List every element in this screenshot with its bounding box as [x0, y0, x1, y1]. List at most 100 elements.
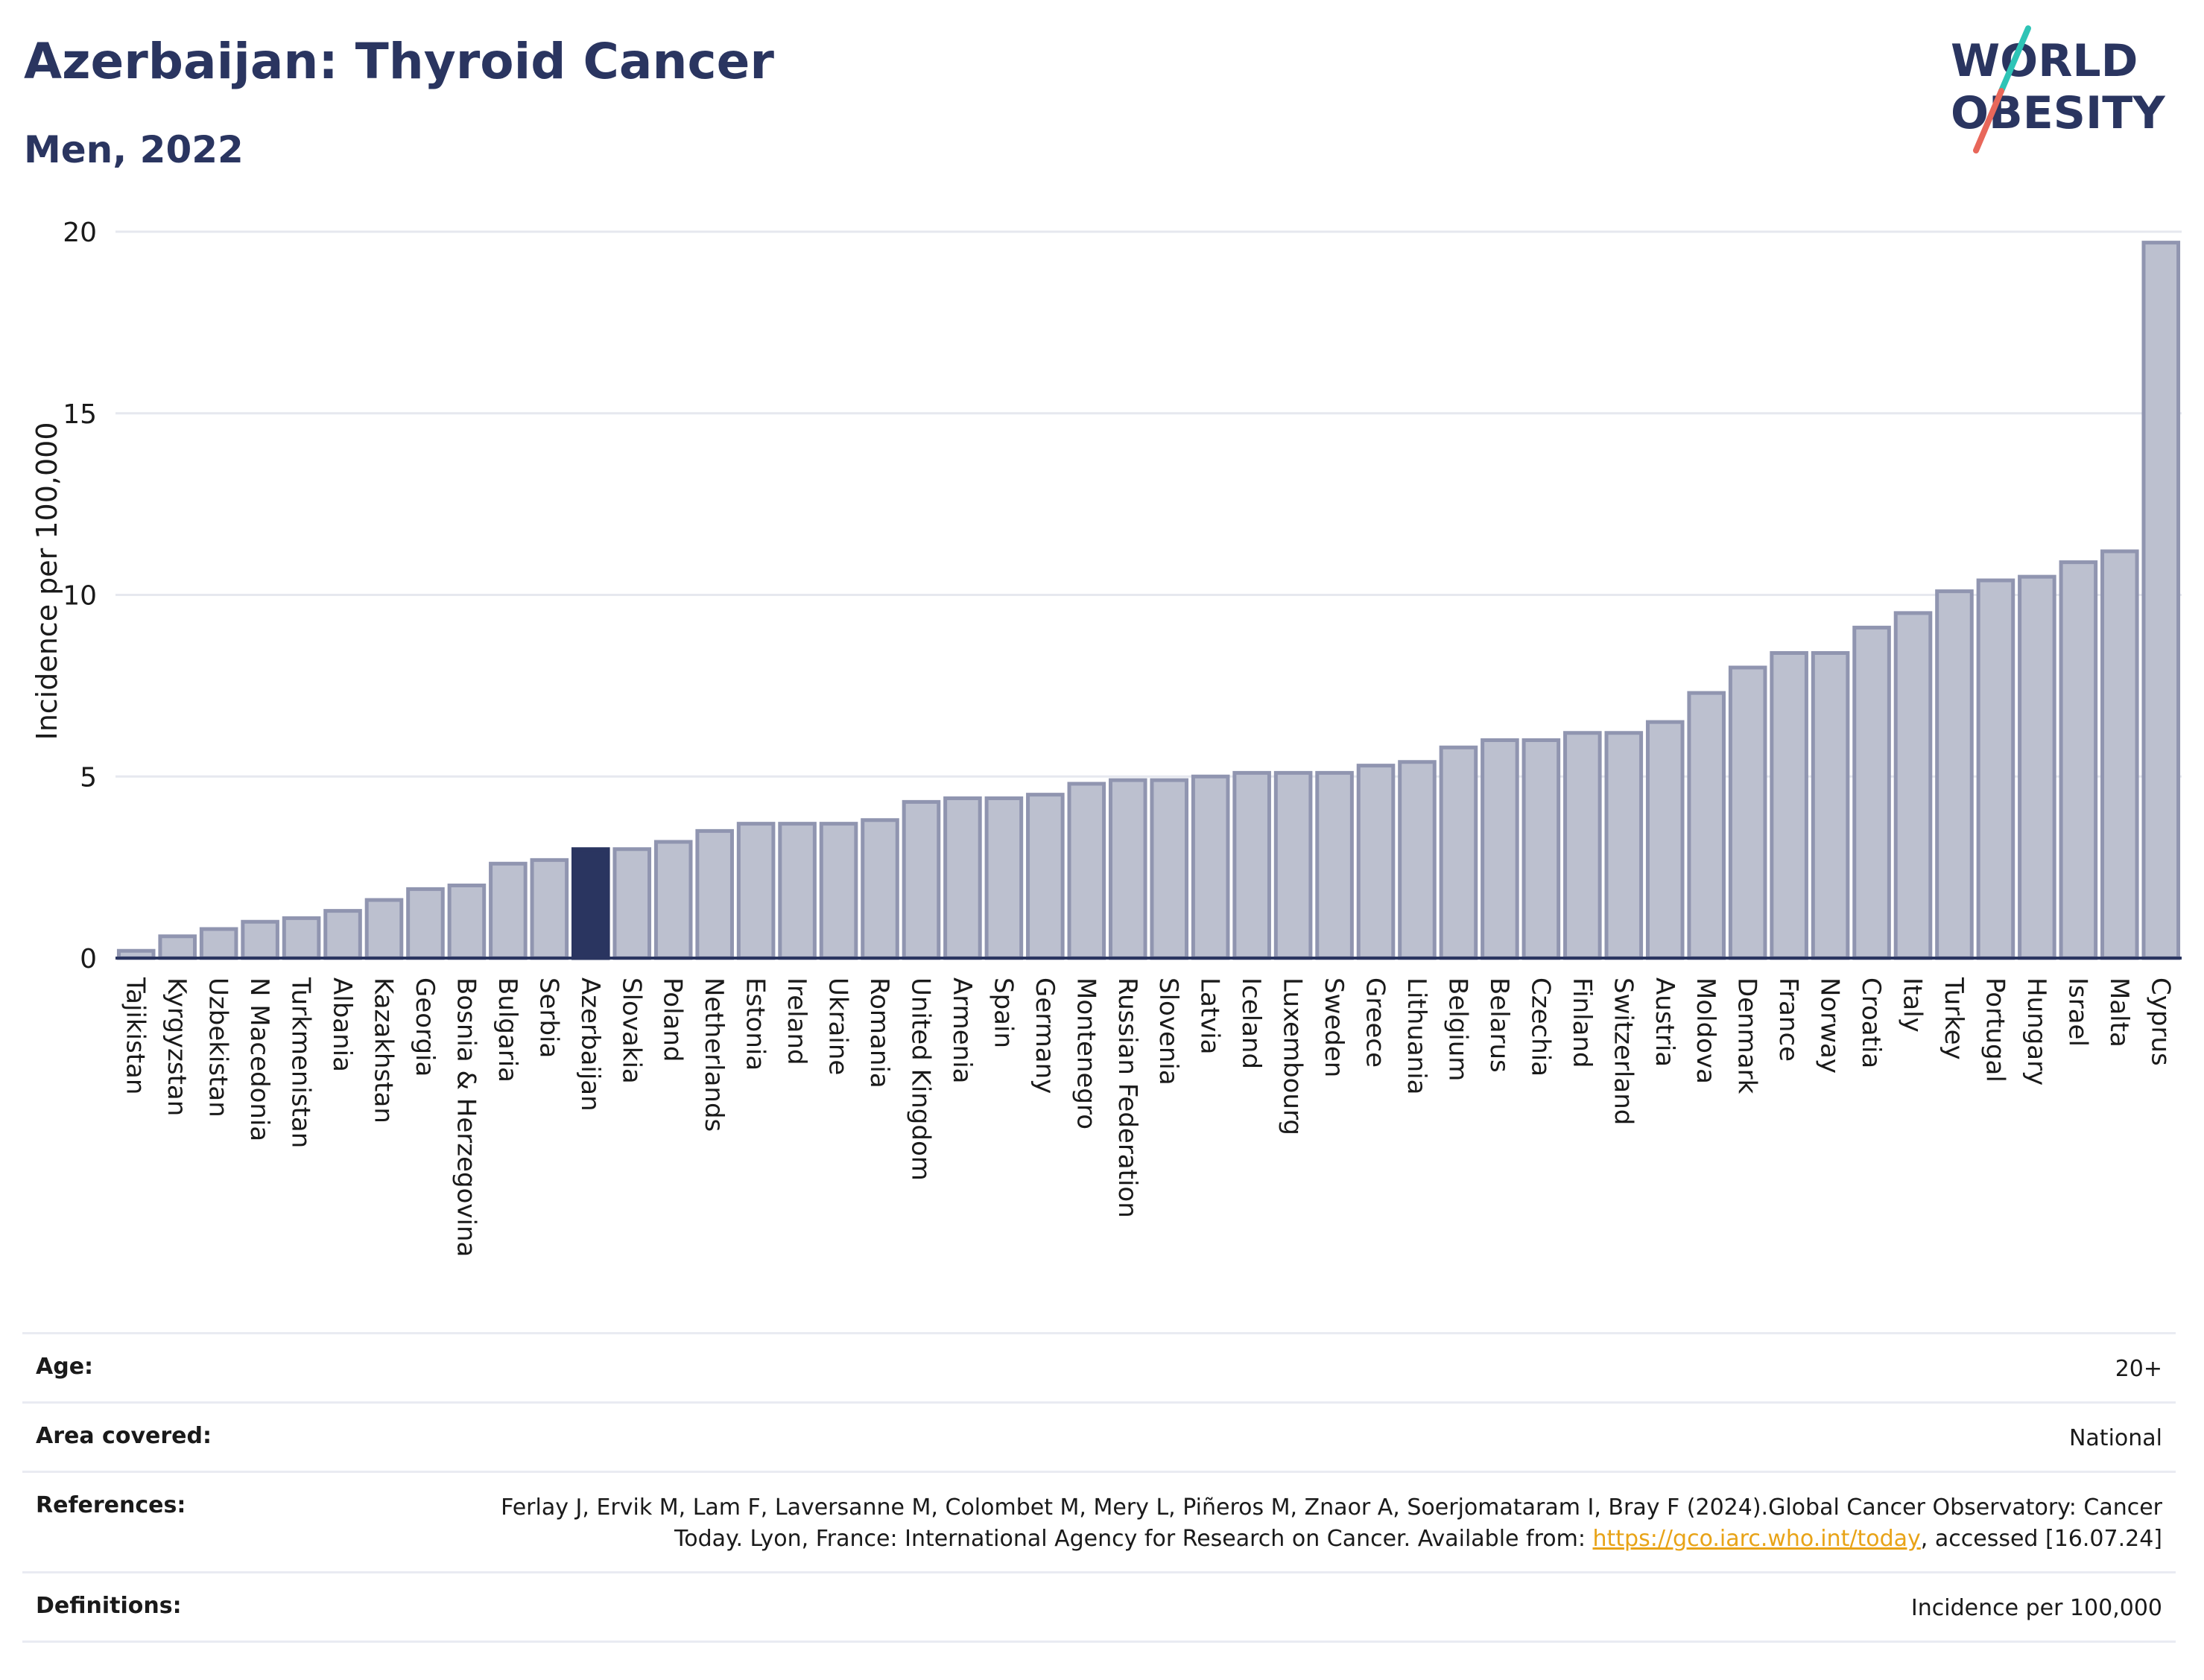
references-label: References: [36, 1492, 186, 1518]
bar-poland[interactable] [653, 840, 693, 960]
bar-greece[interactable] [1356, 764, 1396, 960]
bar-ukraine[interactable] [819, 822, 858, 960]
bar-croatia[interactable] [1852, 625, 1891, 960]
bar-czechia[interactable] [1521, 738, 1561, 960]
bar-lithuania[interactable] [1398, 760, 1437, 960]
x-tick-label: Spain [988, 977, 1018, 1048]
bar-latvia[interactable] [1191, 774, 1230, 960]
references-suffix: , accessed [16.07.24] [1920, 1526, 2162, 1552]
x-tick-label: Kyrgyzstan [162, 977, 191, 1116]
x-tick-label: Romania [864, 977, 894, 1088]
bar-portugal[interactable] [1976, 578, 2015, 960]
references-text: Ferlay J, Ervik M, Lam F, Laversanne M, … [501, 1494, 2162, 1552]
bar-israel[interactable] [2059, 560, 2098, 960]
bar-moldova[interactable] [1687, 691, 1726, 960]
bar-kazakhstan[interactable] [364, 898, 404, 960]
bar-germany[interactable] [1026, 793, 1065, 960]
x-tick-label: Ireland [782, 977, 811, 1065]
x-tick-label: Finland [1567, 977, 1597, 1068]
y-tick-label: 10 [63, 581, 97, 612]
area-label: Area covered: [36, 1423, 212, 1449]
x-tick-label: Bosnia & Herzegovina [451, 977, 481, 1257]
bar-switzerland[interactable] [1604, 731, 1644, 960]
bar-albania[interactable] [323, 909, 362, 960]
bar-kyrgyzstan[interactable] [158, 934, 197, 960]
bar-n-macedonia[interactable] [241, 919, 279, 960]
x-tick-labels: Tajikistan Kyrgyzstan Uzbekistan N Macedoni… [121, 977, 2176, 1257]
bar-turkmenistan[interactable] [282, 916, 321, 960]
y-tick-label: 0 [80, 944, 97, 974]
bar-turkey[interactable] [1935, 589, 1974, 960]
bar-denmark[interactable] [1728, 665, 1767, 960]
x-tick-label: Montenegro [1071, 977, 1101, 1129]
x-tick-label: Austria [1650, 977, 1679, 1067]
bar-slovenia[interactable] [1150, 778, 1189, 960]
x-tick-label: Estonia [741, 977, 770, 1071]
bar-cyprus[interactable] [2141, 241, 2181, 960]
bar-azerbaijan[interactable] [571, 847, 610, 960]
x-tick-label: Italy [1898, 977, 1928, 1033]
bar-malta[interactable] [2100, 549, 2139, 960]
x-tick-label: Portugal [1980, 977, 2010, 1083]
x-tick-label: Georgia [410, 977, 440, 1077]
x-tick-label: Israel [2062, 977, 2092, 1047]
bar-georgia[interactable] [406, 887, 445, 960]
bar-bulgaria[interactable] [489, 861, 528, 960]
x-tick-label: Moldova [1691, 977, 1720, 1084]
x-tick-label: Azerbaijan [575, 977, 605, 1112]
world-obesity-logo: WORLD OBESITY [1951, 25, 2166, 153]
bar-armenia[interactable] [943, 796, 982, 960]
x-tick-label: Netherlands [699, 977, 729, 1132]
x-tick-label: France [1773, 977, 1803, 1062]
bar-united-kingdom[interactable] [902, 799, 941, 960]
bar-hungary[interactable] [2018, 574, 2056, 960]
x-tick-label: Albania [327, 977, 357, 1072]
x-tick-label: N Macedonia [244, 977, 274, 1141]
x-tick-label: Slovakia [616, 977, 646, 1084]
y-tick-label: 15 [63, 399, 97, 430]
bar-bosnia-herzegovina[interactable] [447, 884, 487, 960]
bar-belarus[interactable] [1481, 738, 1519, 960]
bar-sweden[interactable] [1315, 770, 1354, 960]
definitions-value: Incidence per 100,000 [1910, 1595, 2162, 1621]
info-row-age: Age: 20+ [22, 1332, 2176, 1401]
x-tick-label: Kazakhstan [368, 977, 398, 1123]
x-tick-label: Hungary [2021, 977, 2051, 1085]
bar-italy[interactable] [1893, 611, 1933, 960]
bar-slovakia[interactable] [612, 847, 652, 960]
x-tick-label: Greece [1361, 977, 1390, 1068]
bar-luxembourg[interactable] [1273, 770, 1313, 960]
info-row-references: References: Ferlay J, Ervik M, Lam F, La… [22, 1471, 2176, 1571]
references-value: Ferlay J, Ervik M, Lam F, Laversanne M, … [449, 1492, 2162, 1555]
bar-russian-federation[interactable] [1108, 778, 1147, 960]
bar-montenegro[interactable] [1067, 782, 1106, 960]
bar-romania[interactable] [861, 818, 899, 960]
age-value: 20+ [2115, 1356, 2162, 1382]
bar-serbia[interactable] [530, 858, 569, 960]
bar-uzbekistan[interactable] [199, 927, 238, 960]
bar-norway[interactable] [1811, 651, 1850, 960]
x-tick-label: Cyprus [2145, 977, 2175, 1066]
x-tick-label: Armenia [947, 977, 977, 1084]
x-tick-label: Switzerland [1608, 977, 1638, 1125]
x-tick-label: Ukraine [823, 977, 853, 1075]
bar-austria[interactable] [1645, 720, 1685, 960]
references-link[interactable]: https://gco.iarc.who.int/today [1592, 1526, 1921, 1552]
x-tick-label: Belgium [1443, 977, 1472, 1081]
x-tick-label: Czechia [1525, 977, 1555, 1077]
x-tick-label: Sweden [1319, 977, 1349, 1077]
x-tick-label: Turkmenistan [286, 977, 316, 1148]
bar-belgium[interactable] [1439, 745, 1478, 960]
bar-ireland[interactable] [778, 822, 817, 960]
bar-netherlands[interactable] [695, 828, 734, 960]
bar-iceland[interactable] [1232, 770, 1271, 960]
bar-finland[interactable] [1563, 731, 1602, 960]
bar-france[interactable] [1770, 651, 1808, 960]
logo-world-text: WORLD [1951, 35, 2138, 87]
bar-estonia[interactable] [736, 822, 776, 960]
x-tick-label: Germany [1030, 977, 1060, 1094]
bar-spain[interactable] [984, 796, 1024, 960]
info-table: Age: 20+ Area covered: National Referenc… [22, 1332, 2176, 1643]
bar-chart: 0 5 10 15 20 Tajikistan Kyrgyzstan Uzbekistan N… [31, 218, 2182, 1257]
logo-slash-teal [1998, 25, 2031, 94]
